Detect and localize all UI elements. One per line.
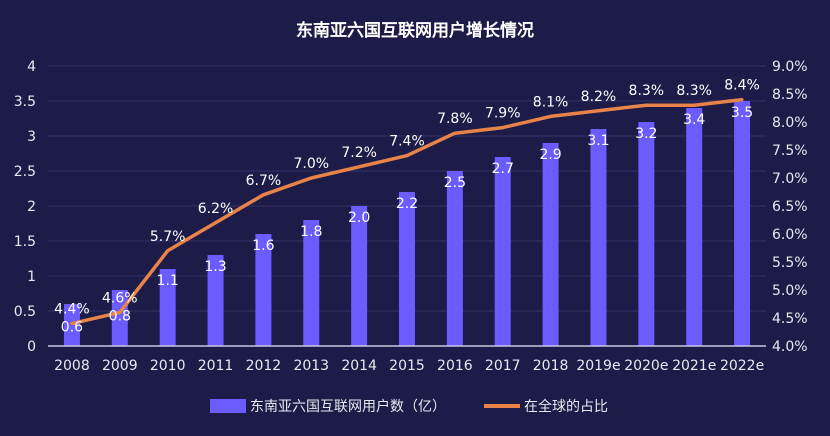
share-point: [118, 310, 122, 314]
bar: [590, 129, 607, 346]
bar-value-label: 0.8: [109, 308, 131, 324]
y-left-tick-label: 0.5: [14, 304, 36, 320]
x-tick-label: 2015: [389, 358, 425, 374]
x-tick-label: 2010: [150, 358, 186, 374]
share-point: [357, 165, 361, 169]
bar-value-label: 3.2: [635, 126, 657, 142]
bar-value-label: 2.2: [396, 196, 418, 212]
share-point: [596, 109, 600, 113]
y-left-tick-label: 3.5: [14, 94, 36, 110]
x-tick-label: 2021e: [672, 358, 716, 374]
share-value-label: 8.4%: [724, 78, 760, 94]
bar: [207, 255, 224, 346]
share-value-label: 6.7%: [246, 173, 282, 189]
chart-title: 东南亚六国互联网用户增长情况: [296, 20, 534, 41]
bar-value-label: 1.6: [252, 238, 274, 254]
bar-value-label: 2.0: [348, 210, 370, 226]
share-point: [740, 98, 744, 102]
x-tick-label: 2014: [341, 358, 377, 374]
x-tick-label: 2011: [198, 358, 234, 374]
x-tick-label: 2012: [246, 358, 282, 374]
x-tick-label: 2018: [533, 358, 569, 374]
y-left-tick-label: 4: [27, 59, 36, 75]
share-value-label: 8.2%: [581, 89, 617, 105]
y-right-tick-label: 8.0%: [772, 115, 808, 131]
share-value-label: 4.6%: [102, 290, 138, 306]
bar-value-label: 3.4: [683, 112, 705, 128]
y-left-tick-label: 1.5: [14, 234, 36, 250]
share-point: [70, 322, 74, 326]
bar-value-label: 2.5: [444, 175, 466, 191]
bar-value-label: 1.8: [300, 224, 322, 240]
x-tick-label: 2019e: [576, 358, 620, 374]
bar-value-label: 1.1: [157, 273, 179, 289]
y-left-tick-label: 1: [27, 269, 36, 285]
legend-bar-swatch: [210, 399, 246, 413]
bar: [303, 220, 320, 346]
x-tick-label: 2017: [485, 358, 521, 374]
share-point: [214, 221, 218, 225]
bar: [542, 143, 559, 346]
y-right-tick-label: 5.0%: [772, 283, 808, 299]
bar: [399, 192, 415, 346]
y-left-tick-label: 2.5: [14, 164, 36, 180]
share-value-label: 7.8%: [437, 111, 473, 127]
share-point: [549, 114, 553, 118]
share-value-label: 8.3%: [676, 83, 712, 99]
x-tick-label: 2009: [102, 358, 138, 374]
bar: [734, 101, 751, 346]
legend-bar-label: 东南亚六国互联网用户数（亿）: [250, 398, 446, 415]
x-tick-label: 2013: [293, 358, 329, 374]
share-value-label: 7.2%: [341, 145, 377, 161]
share-value-label: 6.2%: [198, 201, 234, 217]
share-point: [309, 176, 313, 180]
x-tick-label: 2016: [437, 358, 473, 374]
bar-value-label: 1.3: [204, 259, 226, 275]
y-right-tick-label: 4.5%: [772, 311, 808, 327]
y-right-tick-label: 8.5%: [772, 87, 808, 103]
y-left-tick-label: 0: [27, 339, 36, 355]
y-right-tick-label: 7.5%: [772, 143, 808, 159]
share-point: [692, 103, 696, 107]
share-value-label: 7.9%: [485, 106, 521, 122]
y-left-tick-label: 3: [27, 129, 36, 145]
share-point: [405, 154, 409, 158]
bar: [159, 269, 176, 346]
share-value-label: 8.1%: [533, 94, 569, 110]
y-right-tick-label: 5.5%: [772, 255, 808, 271]
bar-value-label: 3.5: [731, 105, 753, 121]
y-left-tick-label: 2: [27, 199, 36, 215]
y-right-tick-label: 6.5%: [772, 199, 808, 215]
bar: [255, 234, 272, 346]
bar-value-label: 2.9: [539, 147, 561, 163]
bar: [446, 171, 463, 346]
bar: [494, 157, 511, 346]
share-point: [644, 103, 648, 107]
x-tick-label: 2008: [54, 358, 90, 374]
legend-line-label: 在全球的占比: [524, 398, 608, 415]
share-value-label: 5.7%: [150, 229, 186, 245]
share-point: [261, 193, 265, 197]
bar-value-label: 3.1: [587, 133, 609, 149]
share-point: [501, 126, 505, 130]
share-point: [166, 249, 170, 253]
x-tick-label: 2020e: [624, 358, 668, 374]
y-right-tick-label: 9.0%: [772, 59, 808, 75]
share-value-label: 7.0%: [293, 156, 329, 172]
y-right-tick-label: 7.0%: [772, 171, 808, 187]
bar-value-label: 2.7: [492, 161, 514, 177]
share-value-label: 8.3%: [629, 83, 665, 99]
y-right-tick-label: 6.0%: [772, 227, 808, 243]
y-right-tick-label: 4.0%: [772, 339, 808, 355]
share-value-label: 4.4%: [54, 302, 90, 318]
bar-value-label: 0.6: [61, 320, 83, 336]
x-tick-label: 2022e: [720, 358, 764, 374]
bar: [638, 122, 655, 346]
bar: [111, 290, 128, 346]
bar: [351, 206, 368, 346]
share-point: [453, 131, 457, 135]
bar: [686, 108, 703, 346]
share-value-label: 7.4%: [389, 134, 425, 150]
